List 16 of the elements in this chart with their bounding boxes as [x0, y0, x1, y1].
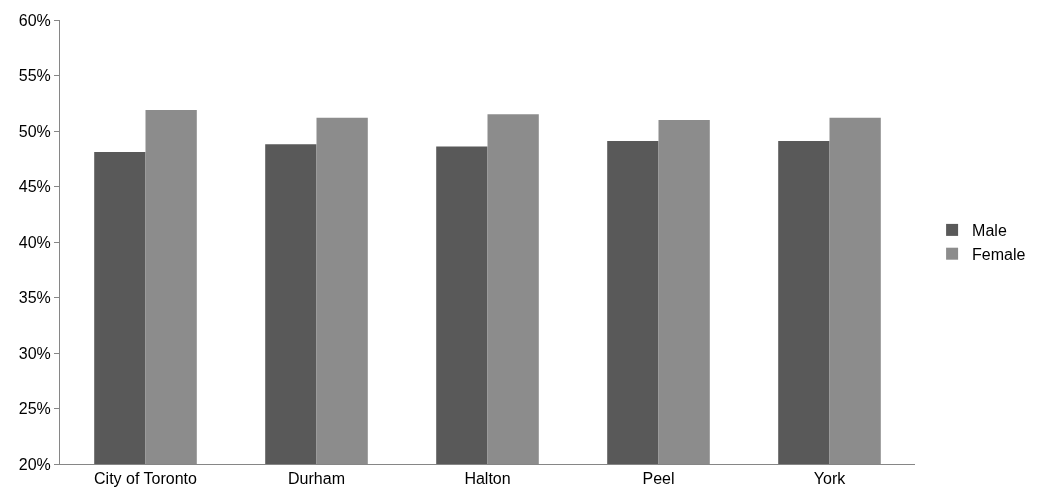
- x-tick-label: City of Toronto: [94, 470, 198, 488]
- x-tick-label: York: [813, 470, 847, 488]
- y-tick-label: 30%: [18, 344, 51, 362]
- y-tick-label: 45%: [18, 178, 51, 196]
- x-tick-label: Peel: [642, 470, 675, 488]
- y-tick-label: 25%: [18, 400, 51, 418]
- x-tick-label: Halton: [464, 470, 511, 488]
- y-tick-label: 55%: [18, 67, 51, 85]
- y-tick-label: 60%: [18, 11, 51, 29]
- x-tick-label: Durham: [288, 470, 345, 488]
- y-tick-label: 35%: [18, 289, 51, 307]
- legend-label: Male: [972, 222, 1007, 240]
- y-tick-label: 20%: [18, 455, 51, 473]
- y-tick-label: 40%: [18, 233, 51, 251]
- legend-label: Female: [972, 245, 1026, 263]
- y-tick-label: 50%: [18, 122, 51, 140]
